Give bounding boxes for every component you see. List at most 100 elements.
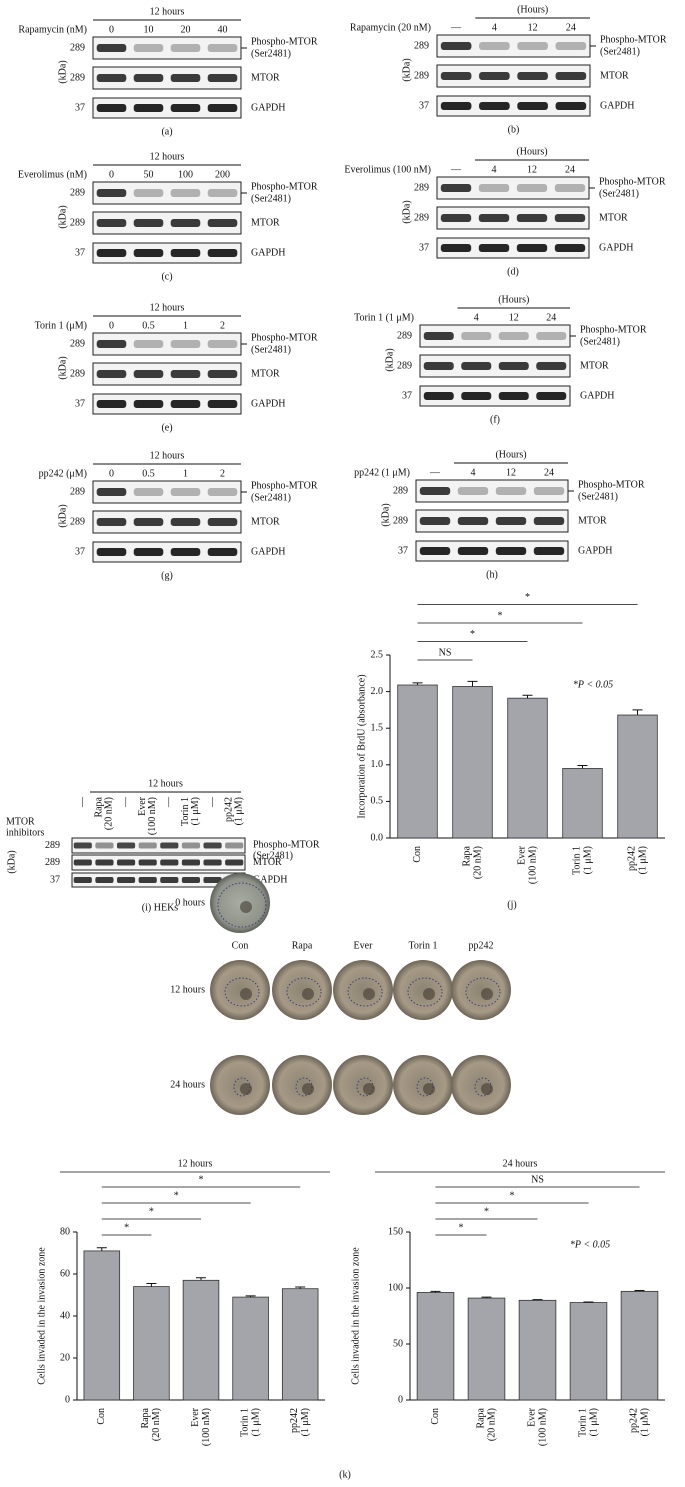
band [419,547,451,555]
panel-label: (g) [161,570,173,581]
protein-name: GAPDH [251,247,285,258]
error-bar [196,1277,206,1281]
band [207,400,238,408]
treatment: MTOR [6,816,35,827]
band [554,244,586,252]
protein-name: Phospho-MTOR [251,36,318,47]
protein-name: (Ser2481) [251,193,291,204]
error-bar [467,680,478,687]
band [133,340,164,348]
band [170,219,201,227]
y-axis-label: Incorporation of BrdU (absorbance) [356,674,367,818]
protein-name: GAPDH [253,874,287,885]
band [73,877,92,883]
well-photo [451,1055,511,1115]
band [423,332,454,340]
band [133,400,164,408]
panel-label: (d) [507,266,519,277]
band [461,332,492,340]
band [495,517,527,525]
band [170,189,201,197]
band [479,102,510,110]
bar [569,1302,608,1401]
x-tick-label: Ever [190,1407,201,1427]
protein-name: Phospho-MTOR [251,332,318,343]
protein-name: Phospho-MTOR [253,839,320,850]
panel-label: (j) [507,899,516,910]
band [225,842,244,849]
x-tick-label: Ever [516,845,527,865]
lane-label: 24 [565,164,575,175]
band [554,214,586,222]
band [96,44,127,52]
y-tick-label: 0.0 [371,832,384,843]
y-tick-label: 40 [60,1310,70,1321]
band [203,842,222,849]
x-tick-label: Ever [526,1407,537,1427]
protein-name: (Ser2481) [578,491,618,502]
scratch-outline [286,977,322,1007]
band [207,189,238,197]
protein-name: GAPDH [251,546,285,557]
band [116,877,136,883]
band [495,547,527,555]
band [96,74,127,82]
lane-label: 4 [474,312,479,323]
band [495,487,527,495]
band [419,517,451,525]
blot-strip [415,509,569,533]
y-tick-label: 0 [65,1394,70,1405]
x-tick-label: Con [412,846,423,863]
band [517,42,548,50]
well-shadow [481,1083,493,1095]
panel-label: (b) [508,124,520,135]
kda: 289 [70,187,85,198]
treatment: Everolimus (100 nM) [344,164,431,175]
protein-name: (Ser2481) [253,850,293,861]
kda: 289 [414,70,429,81]
kda-unit: (kDa) [401,200,412,223]
bar [133,1286,170,1401]
band [96,189,127,197]
header: 12 hours [150,450,185,461]
treatment: Torin 1 (1 μM) [354,312,414,323]
well-shadow [423,988,435,1000]
kda-unit: (kDa) [57,504,68,527]
error-bar [577,765,588,769]
band [207,488,238,496]
well-shadow [363,988,375,1000]
kda: 289 [397,360,412,371]
kda-unit: (kDa) [6,850,17,873]
lane-label: 100 [178,169,193,180]
row-label: 24 hours [170,1079,205,1090]
kda: 37 [75,546,85,557]
lane-label: 12 [527,164,537,175]
scratch-outline [224,977,260,1007]
well-photo [333,1055,393,1115]
band [133,189,164,197]
band [440,214,472,222]
error-bar [634,1289,645,1292]
lane-label: 0.5 [142,468,155,479]
bar [281,1288,319,1401]
well-photo [393,1055,453,1115]
x-tick-label: (100 nM) [527,846,538,884]
significance-label: * [124,1222,129,1233]
x-tick-label: Con [96,1408,107,1425]
header: (Hours) [517,4,548,15]
x-tick-label: pp242 [626,846,637,871]
band [96,400,127,408]
band [170,370,201,378]
treatment: Rapamycin (nM) [18,24,87,35]
band [96,518,127,526]
x-tick-label: (1 μM) [639,1408,650,1436]
band [536,332,567,340]
lane-label: 12 [509,312,519,323]
protein-name: Phospho-MTOR [580,324,647,335]
band [555,42,587,50]
lane-label: 4 [492,164,497,175]
band [207,104,238,112]
protein-name: (Ser2481) [580,336,620,347]
blot-strip [419,354,571,378]
